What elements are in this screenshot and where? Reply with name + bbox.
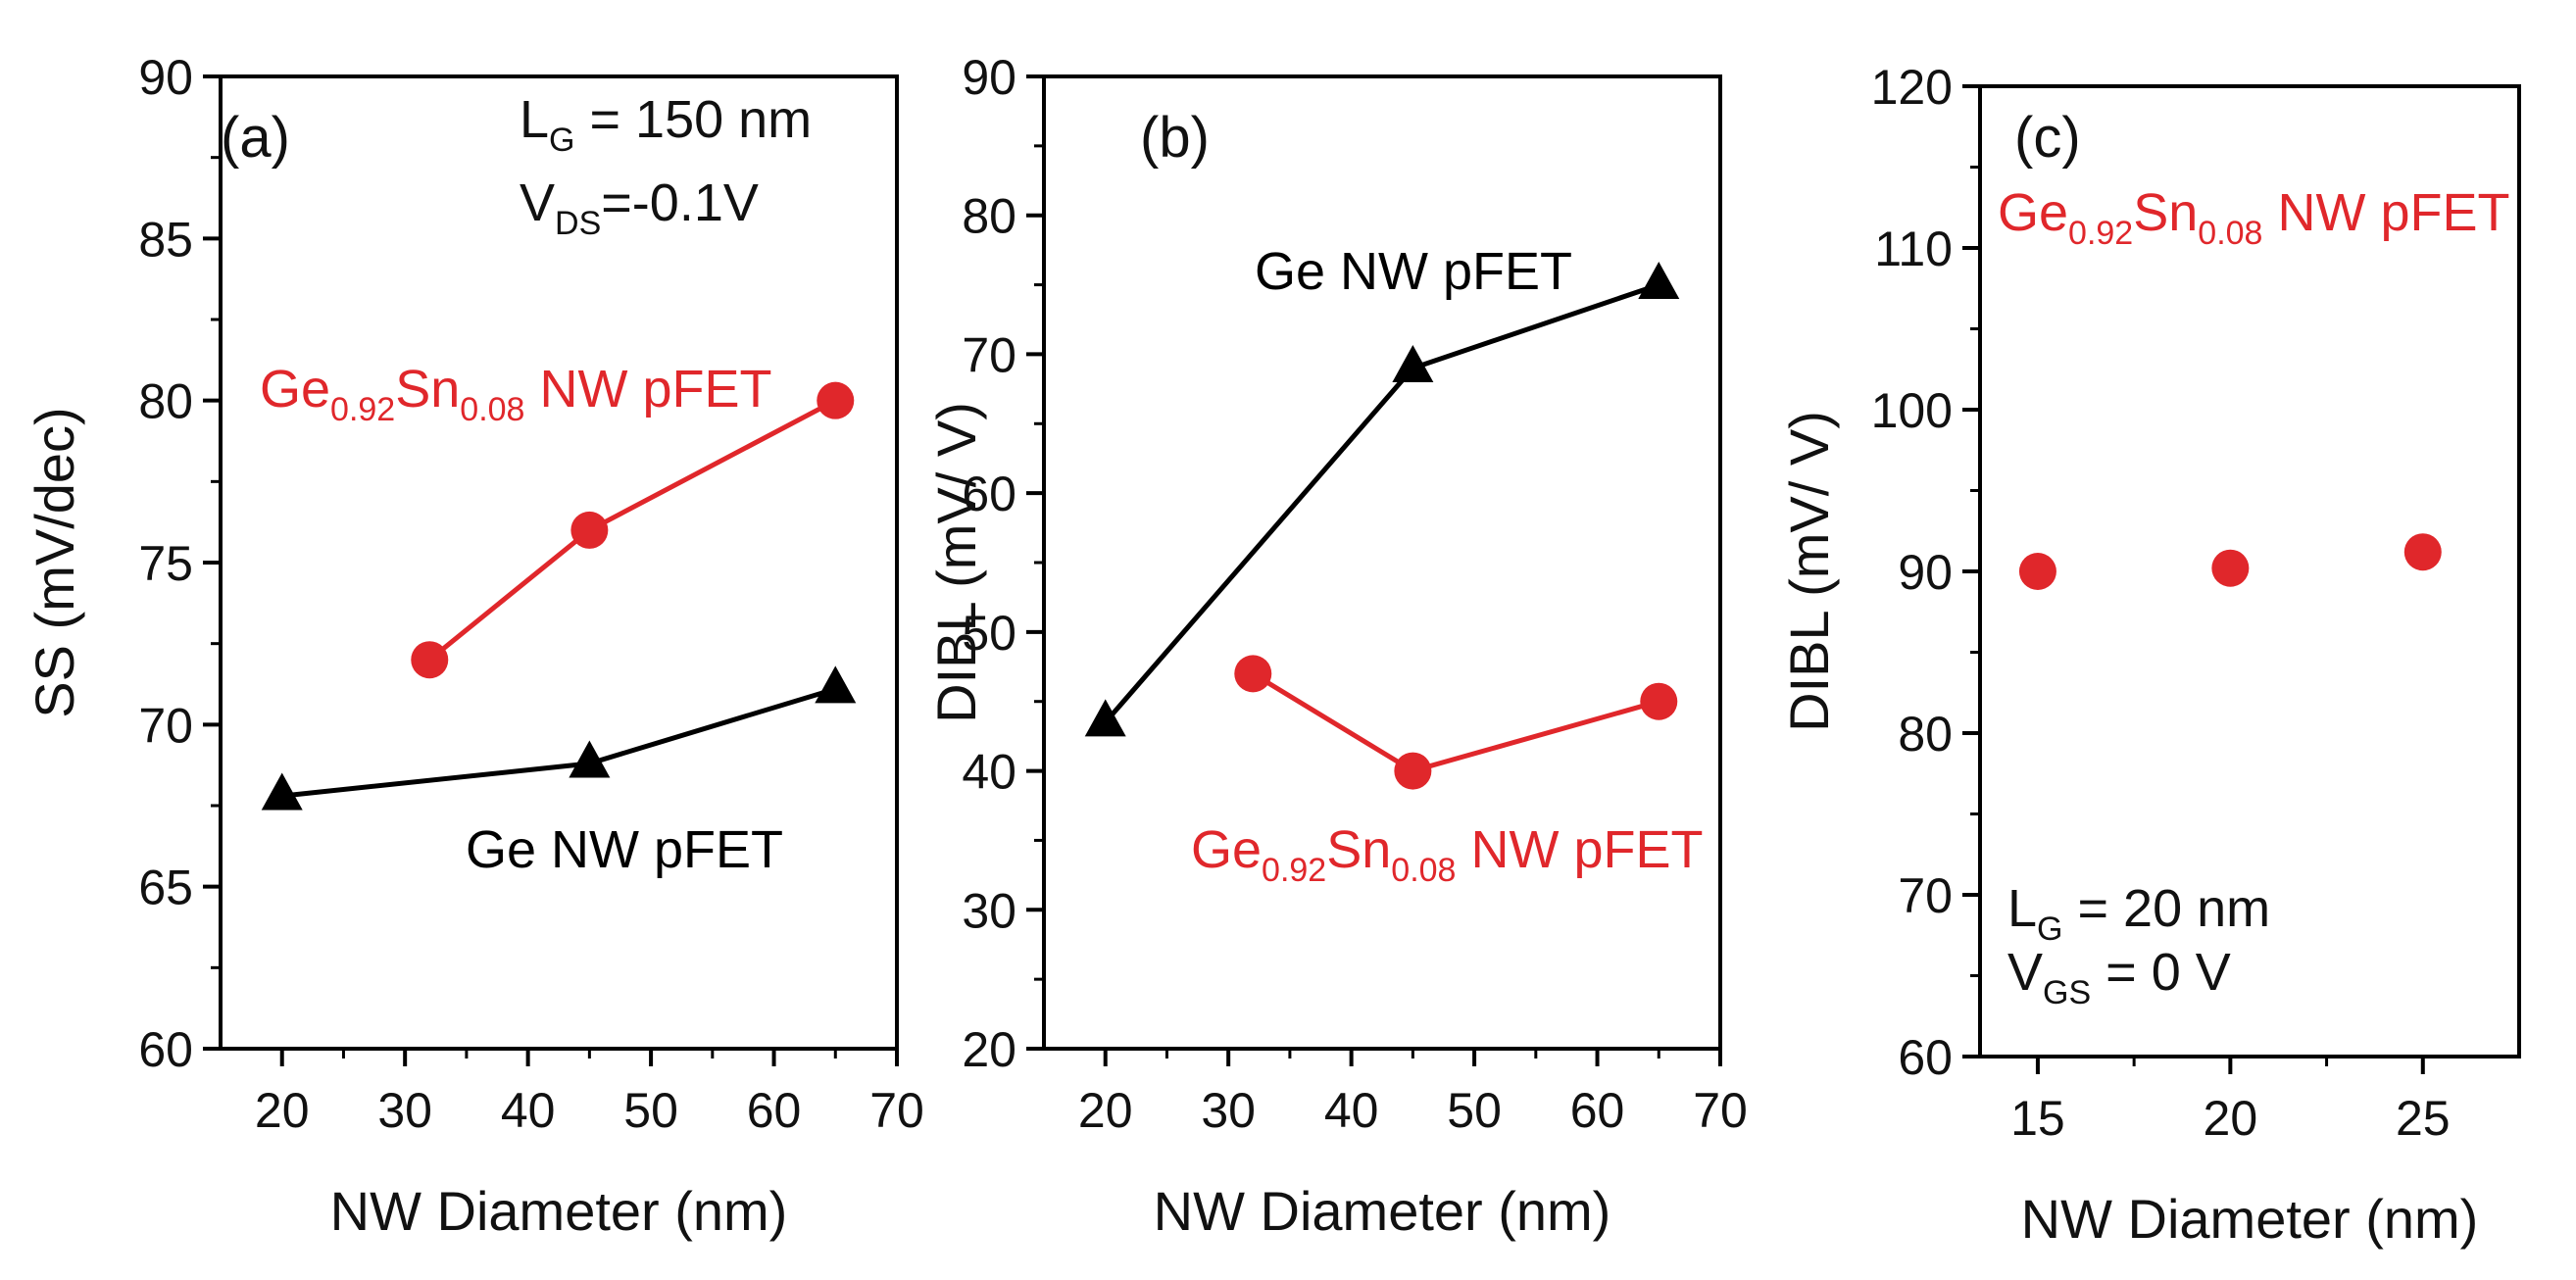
panel-a: 20 30 40 50 60 70 60 65 70 75 80 85 90 NW Diameter (n… — [24, 50, 924, 1242]
panel-label: (b) — [1140, 106, 1210, 170]
y-tick-label: 40 — [962, 745, 1016, 800]
data-point-triangle — [261, 772, 303, 811]
x-tick-label: 50 — [1447, 1083, 1502, 1138]
x-tick-label: 15 — [2010, 1091, 2065, 1146]
x-tick-label: 70 — [1693, 1083, 1748, 1138]
data-point-triangle — [1392, 345, 1434, 383]
condition-annotation: VDS=-0.1V — [520, 173, 759, 242]
data-point-triangle — [1084, 699, 1126, 737]
x-tick-label: 30 — [1201, 1083, 1256, 1138]
x-axis-title: NW Diameter (nm) — [330, 1180, 788, 1242]
series-line — [1251, 671, 1660, 774]
y-tick-label: 85 — [138, 212, 193, 267]
x-tick-label: 20 — [1078, 1083, 1133, 1138]
y-tick-label: 90 — [1898, 545, 1953, 600]
data-point-circle — [1234, 655, 1272, 693]
x-tick-label: 20 — [255, 1083, 310, 1138]
series-line — [1103, 282, 1660, 724]
y-tick-label: 90 — [138, 50, 193, 105]
y-tick-label: 50 — [962, 606, 1016, 661]
panel-c: 15 20 25 60 70 80 90 100 110 120 NW Diameter (nm) D… — [1778, 60, 2521, 1250]
x-tick-label: 30 — [377, 1083, 432, 1138]
series-label: Ge0.92Sn0.08 NW pFET — [1998, 183, 2509, 252]
y-tick-label: 70 — [138, 698, 193, 753]
plot-frame — [1042, 74, 1722, 1051]
series-line — [281, 686, 836, 799]
x-tick-label: 70 — [869, 1083, 924, 1138]
y-tick-label: 110 — [1874, 222, 1953, 276]
data-point-circle — [2211, 549, 2250, 587]
series-label: Ge0.92Sn0.08 NW pFET — [1191, 820, 1703, 889]
y-tick-label: 70 — [1898, 868, 1953, 923]
y-tick-label: 90 — [962, 50, 1016, 105]
y-tick-label: 60 — [962, 467, 1016, 521]
x-axis-title: NW Diameter (nm) — [2021, 1188, 2479, 1250]
y-tick-label: 20 — [962, 1022, 1016, 1077]
series-ge — [1084, 262, 1680, 737]
data-point-circle — [1394, 752, 1432, 790]
y-tick-label: 120 — [1871, 60, 1953, 115]
data-point-triangle — [1638, 262, 1680, 300]
data-point-circle — [2018, 553, 2056, 590]
data-point-triangle — [569, 740, 611, 778]
y-tick-label: 80 — [138, 374, 193, 429]
y-tick-label: 70 — [962, 327, 1016, 382]
panel-label: (a) — [221, 106, 290, 170]
data-point-circle — [817, 381, 855, 419]
condition-annotation: VGS = 0 V — [2007, 943, 2231, 1011]
y-tick-label: 75 — [138, 536, 193, 591]
x-tick-label: 25 — [2396, 1091, 2451, 1146]
series-gesn — [2018, 533, 2442, 590]
y-axis-title: DIBL (mV/ V) — [1778, 411, 1840, 732]
data-point-circle — [411, 641, 449, 679]
series-label: Ge NW pFET — [1255, 242, 1572, 301]
y-tick-label: 65 — [138, 861, 193, 915]
panel-b: 20 30 40 50 60 70 20 30 40 50 60 70 80 90 NW Diameter … — [925, 50, 1748, 1242]
series-gesn — [1234, 655, 1678, 790]
y-tick-label: 100 — [1871, 383, 1953, 438]
condition-annotation: LG = 150 nm — [520, 90, 812, 159]
y-tick-label: 80 — [962, 189, 1016, 244]
series-ge — [261, 665, 857, 811]
x-tick-label: 20 — [2204, 1091, 2258, 1146]
y-axis-title: DIBL (mV/ V) — [925, 402, 987, 723]
condition-annotation: LG = 20 nm — [2007, 879, 2270, 948]
series-line — [427, 398, 837, 663]
data-point-circle — [2403, 533, 2442, 571]
x-tick-label: 50 — [623, 1083, 678, 1138]
x-axis-title: NW Diameter (nm) — [1154, 1180, 1611, 1242]
x-tick-label: 60 — [747, 1083, 802, 1138]
x-tick-label: 40 — [501, 1083, 556, 1138]
data-point-circle — [570, 511, 609, 549]
panel-label: (c) — [2014, 106, 2081, 170]
y-tick-label: 30 — [962, 883, 1016, 938]
data-point-circle — [1640, 682, 1678, 720]
data-point-triangle — [815, 665, 857, 704]
y-tick-label: 80 — [1898, 707, 1953, 762]
x-tick-label: 40 — [1324, 1083, 1379, 1138]
series-label: Ge NW pFET — [466, 820, 783, 879]
y-tick-label: 60 — [138, 1022, 193, 1077]
x-tick-label: 60 — [1570, 1083, 1625, 1138]
y-tick-label: 60 — [1898, 1030, 1953, 1085]
series-label: Ge0.92Sn0.08 NW pFET — [260, 360, 771, 428]
y-axis-title: SS (mV/dec) — [24, 407, 85, 717]
series-gesn — [411, 381, 855, 679]
